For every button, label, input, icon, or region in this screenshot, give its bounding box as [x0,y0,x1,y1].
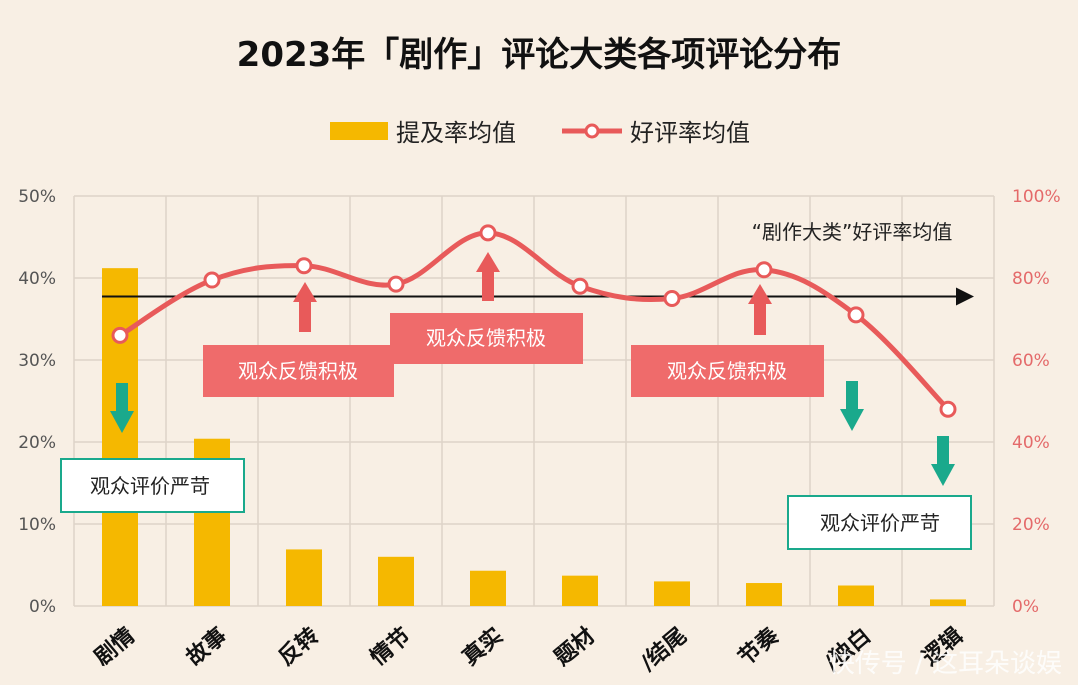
annotations: 观众反馈积极 观众反馈积极 观众反馈积极 观众评价严苛 观众评价严苛 [60,252,972,550]
legend-bar-label: 提及率均值 [396,119,516,147]
y-right-tick-label: 60% [1012,351,1050,371]
average-line: “剧作大类”好评率均值 [102,220,974,306]
down-arrow-icon [110,383,134,433]
average-line-arrowhead [956,287,974,306]
legend-line-label: 好评率均值 [630,119,750,147]
line-series-path [117,230,951,412]
y-axis-left: 0% 10% 20% 30% 40% 50% [18,187,56,617]
bar [378,556,414,606]
callout-negative-text: 观众评价严苛 [90,474,210,498]
line-point [479,224,497,242]
bar [470,570,506,606]
line-point [571,277,589,295]
up-arrow-icon [748,284,772,335]
x-category-label: 反转 [273,623,323,671]
x-category-label: /结尾 [635,623,692,676]
line-point [111,326,129,344]
callout-negative-text: 观众评价严苛 [820,511,940,535]
watermark: 快传号 / 这耳朵谈娱 [829,649,1062,679]
bar [654,581,690,606]
legend-line-marker [584,123,600,139]
callout-negative-box [60,458,245,513]
y-axis-right: 0% 20% 40% 60% 80% 100% [1012,187,1061,617]
y-left-tick-label: 40% [18,269,56,289]
line-series [111,224,957,418]
y-left-tick-label: 50% [18,187,56,207]
chart-title: 2023年「剧作」评论大类各项评论分布 [237,35,842,75]
y-right-tick-label: 100% [1012,187,1061,207]
bar [930,599,966,606]
y-right-tick-label: 80% [1012,269,1050,289]
down-arrow-icon [931,436,955,486]
y-left-tick-label: 20% [18,433,56,453]
y-left-tick-label: 10% [18,515,56,535]
callout-positive-text: 观众反馈积极 [667,359,787,383]
callout-positive-text: 观众反馈积极 [238,359,358,383]
bar [102,268,138,606]
callout-positive-box [631,345,824,397]
line-point [939,400,957,418]
x-category-label: 故事 [181,623,231,671]
bar [838,585,874,606]
x-category-label: 剧情 [89,623,139,671]
line-point [663,290,681,307]
down-arrow-icon [840,381,864,431]
legend: 提及率均值 好评率均值 [330,119,750,147]
y-left-tick-label: 30% [18,351,56,371]
y-right-tick-label: 40% [1012,433,1050,453]
legend-bar-swatch [330,122,388,140]
line-point [755,261,773,279]
line-point [203,271,221,289]
x-category-label: 情节 [365,623,415,671]
up-arrow-icon [293,282,317,332]
y-left-tick-label: 0% [29,597,56,617]
callout-positive-text: 观众反馈积极 [426,326,546,350]
y-right-tick-label: 0% [1012,597,1039,617]
line-point [847,306,865,324]
up-arrow-icon [476,252,500,301]
x-category-label: 节奏 [733,622,784,671]
callout-positive-box [203,345,394,397]
x-category-label: 题材 [550,623,600,670]
line-point [387,275,405,293]
callout-positive-box [390,313,583,364]
bar [746,583,782,606]
average-line-label: “剧作大类”好评率均值 [752,220,953,244]
y-right-tick-label: 20% [1012,515,1050,535]
x-category-label: 真实 [457,623,507,671]
bar [286,549,322,606]
line-point [295,257,313,275]
callout-negative-box [787,495,972,550]
bar [562,575,598,606]
